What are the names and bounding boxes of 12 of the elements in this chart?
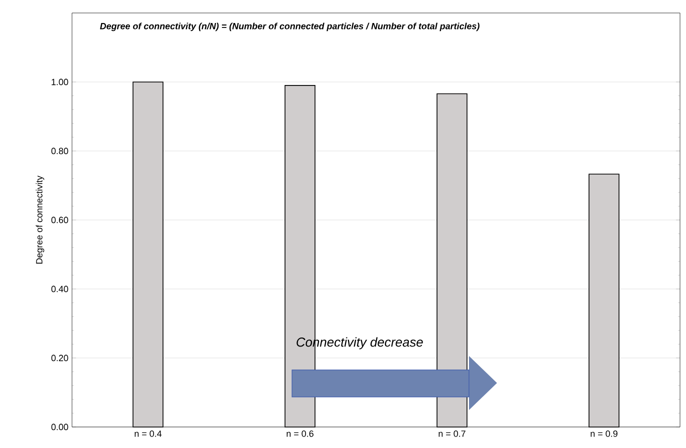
x-tick-label: n = 0.7 (438, 430, 466, 437)
y-tick-label: 0.20 (51, 354, 68, 362)
y-tick-label: 1.00 (52, 78, 68, 86)
y-axis-title: Degree of connectivity (36, 176, 44, 264)
text: Degree of connectivity (n/N) = (Number of connected particles / Number of total particles) (100, 22, 480, 32)
x-tick-label: n = 0.6 (286, 430, 314, 437)
x-tick-label: n = 0.9 (590, 430, 618, 437)
y-tick-label: 0.00 (51, 424, 68, 430)
y-tick-label: 0.60 (51, 216, 68, 224)
y-tick-label: 0.40 (51, 286, 68, 292)
y-tick-label: 0.80 (51, 148, 68, 154)
x-tick-label: n = 0.4 (134, 430, 162, 437)
